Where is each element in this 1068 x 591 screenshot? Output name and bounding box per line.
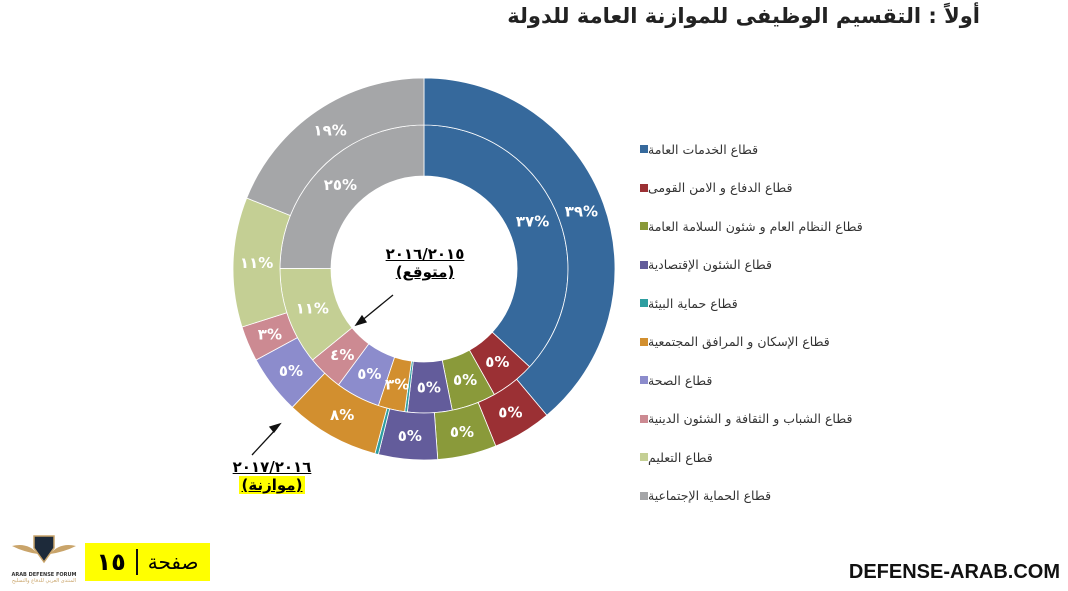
chart-legend: قطاع الخدمات العامة قطاع الدفاع و الامن ا… — [636, 130, 866, 515]
legend-label: قطاع الدفاع و الامن القومى — [648, 180, 793, 196]
outer-data-label-7: ٣% — [258, 326, 282, 344]
legend-label: قطاع الصحة — [648, 372, 713, 388]
legend-label: قطاع الشباب و الثقافة و الشئون الدينية — [648, 411, 853, 427]
outer-data-label-1: ٥% — [498, 404, 522, 422]
logo-text-en: ARAB DEFENSE FORUM — [11, 572, 77, 578]
legend-item: قطاع الشئون الإقتصادية — [636, 246, 866, 285]
outer-data-label-5: ٨% — [330, 406, 354, 424]
legend-item: قطاع الحماية الإجتماعية — [636, 477, 866, 516]
inner-data-label-9: ٢٥% — [324, 176, 357, 194]
inner-ring-year: ٢٠١٦/٢٠١٥ — [385, 245, 465, 263]
outer-data-label-9: ١٩% — [313, 121, 346, 139]
logo-text-ar: المنتدى العربي للدفاع والتسليح — [11, 578, 77, 584]
legend-item: قطاع التعليم — [636, 438, 866, 477]
outer-slice-9 — [246, 77, 425, 217]
shield-wings-icon — [12, 535, 76, 564]
inner-data-label-1: ٥% — [485, 353, 509, 371]
legend-item: قطاع الخدمات العامة — [636, 130, 866, 169]
legend-label: قطاع الإسكان و المرافق المجتمعية — [648, 334, 830, 350]
legend-label: قطاع الخدمات العامة — [648, 141, 759, 157]
inner-ring-note: (متوقع) — [395, 263, 455, 281]
arab-defense-forum-logo: ARAB DEFENSE FORUM المنتدى العربي للدفاع… — [8, 532, 80, 590]
legend-item: قطاع الصحة — [636, 361, 866, 400]
legend-item: قطاع الدفاع و الامن القومى — [636, 169, 866, 208]
inner-data-label-6: ٥% — [357, 365, 381, 383]
outer-data-label-3: ٥% — [398, 427, 422, 445]
legend-label: قطاع حماية البيئة — [648, 295, 738, 311]
outer-slice-0 — [423, 77, 616, 416]
site-name: DEFENSE-ARAB.COM — [848, 561, 1060, 583]
page-title: أولاً : التقسيم الوظيفى للموازنة العامة … — [507, 4, 980, 28]
inner-data-label-3: ٥% — [417, 378, 441, 396]
legend-label: قطاع الحماية الإجتماعية — [648, 488, 772, 504]
outer-data-label-2: ٥% — [450, 423, 474, 441]
legend-swatch — [640, 145, 648, 154]
page-word: صفحة — [147, 550, 199, 574]
page-number-badge: ١٥ صفحة — [85, 543, 210, 581]
legend-item: قطاع الشباب و الثقافة و الشئون الدينية — [636, 400, 866, 439]
legend-swatch — [640, 453, 648, 462]
outer-data-label-6: ٥% — [279, 362, 303, 380]
page-number: ١٥ — [96, 548, 126, 576]
outer-ring-note: (موازنة) — [238, 476, 306, 494]
legend-swatch — [640, 222, 648, 231]
arrow-inner — [354, 294, 394, 327]
legend-item: قطاع الإسكان و المرافق المجتمعية — [636, 323, 866, 362]
legend-swatch — [640, 183, 648, 192]
outer-data-label-0: ٣٩% — [565, 203, 598, 221]
legend-label: قطاع التعليم — [648, 449, 713, 465]
legend-swatch — [640, 260, 648, 269]
inner-ring-label: ٢٠١٦/٢٠١٥ (متوقع) — [375, 245, 475, 281]
inner-data-label-8: ١١% — [296, 300, 329, 318]
legend-swatch — [640, 337, 648, 346]
page-separator — [135, 549, 138, 575]
outer-data-label-8: ١١% — [240, 254, 273, 272]
outer-ring-year: ٢٠١٧/٢٠١٦ — [232, 458, 312, 476]
outer-ring-label: ٢٠١٧/٢٠١٦ (موازنة) — [222, 458, 322, 494]
arrow-outer — [251, 422, 282, 456]
inner-data-label-7: ٤% — [330, 346, 354, 364]
legend-item: قطاع حماية البيئة — [636, 284, 866, 323]
legend-swatch — [640, 491, 648, 500]
legend-label: قطاع الشئون الإقتصادية — [648, 257, 773, 273]
legend-swatch — [640, 414, 648, 423]
legend-label: قطاع النظام العام و شئون السلامة العامة — [648, 218, 863, 234]
donut-chart: ٣٧%٥%٥%٥%٣%٥%٤%١١%٢٥%٣٩%٥%٥%٥%٨%٥%٣%١١%١… — [232, 77, 616, 461]
legend-item: قطاع النظام العام و شئون السلامة العامة — [636, 207, 866, 246]
legend-swatch — [640, 376, 648, 385]
legend-swatch — [640, 299, 648, 308]
inner-data-label-5: ٣% — [385, 375, 409, 393]
inner-data-label-2: ٥% — [453, 371, 477, 389]
inner-data-label-0: ٣٧% — [516, 213, 549, 231]
